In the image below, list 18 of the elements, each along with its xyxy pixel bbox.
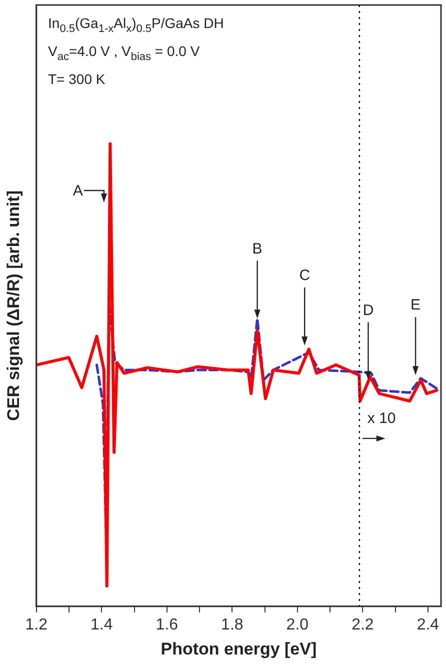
annotation: C (299, 267, 310, 284)
x-tick-label: 1.4 (90, 616, 113, 634)
annotation: E (410, 296, 421, 314)
x-tick-label: 1.6 (156, 616, 178, 634)
annotation: A (72, 182, 83, 200)
annotation: D (362, 302, 374, 319)
annotation: B (252, 240, 262, 258)
x-tick-label: 1.2 (25, 616, 48, 634)
text: V$_{ac}$=4.0 V , V$_{bias}$ = 0.0 V (48, 42, 201, 65)
annotation: x 10 (367, 410, 396, 428)
x-tick-label: 1.8 (221, 616, 244, 634)
x-tick-label: 2.2 (352, 616, 374, 634)
x-tick-label: 2.0 (286, 616, 309, 634)
x-axis-title: Photon energy [eV] (160, 639, 317, 658)
text: In$_{0.5}$(Ga$_{1-x}$Al$_{x}$)$_{0.5}$P/GaAs DH (48, 15, 224, 35)
y-axis-title: CER signal (ΔR/R) [arb. unit] (4, 190, 23, 421)
text: T= 300 K (48, 70, 106, 89)
x-tick-label: 2.4 (416, 616, 440, 634)
